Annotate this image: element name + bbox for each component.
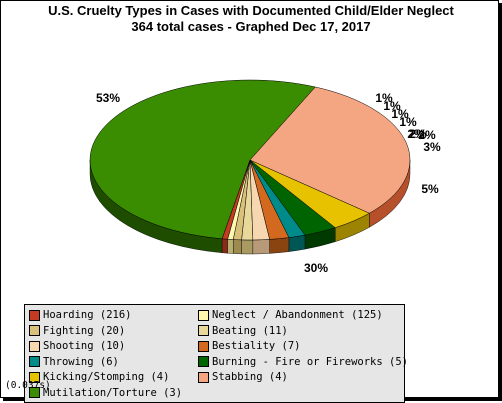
pie-tops xyxy=(89,79,411,241)
pie-side-3 xyxy=(233,239,242,255)
legend-swatch xyxy=(198,325,209,336)
pie-side-7 xyxy=(288,234,306,252)
legend-label: Bestiality (7) xyxy=(212,340,301,352)
pct-label-5: 2% xyxy=(407,127,425,141)
legend-item: Stabbing (4) xyxy=(198,370,288,384)
pie-side-1 xyxy=(221,238,228,254)
legend: Hoarding (216) Neglect / Abandonment (125… xyxy=(24,304,408,403)
pct-label-10: 30% xyxy=(304,261,328,275)
pct-label-8: 3% xyxy=(423,140,441,154)
legend-swatch xyxy=(29,387,40,398)
render-time-note: (0.037s) xyxy=(5,380,51,391)
legend-swatch xyxy=(29,340,40,352)
legend-label: Hoarding (216) xyxy=(43,309,132,321)
legend-label: Stabbing (4) xyxy=(212,371,288,383)
chart-title: U.S. Cruelty Types in Cases with Documen… xyxy=(48,3,454,18)
legend-item: Fighting (20) xyxy=(29,324,125,338)
legend-label: Shooting (10) xyxy=(43,340,126,352)
pie-slice-0 xyxy=(89,79,316,240)
legend-label: Neglect / Abandonment (125) xyxy=(212,309,383,321)
legend-swatch xyxy=(198,371,209,383)
legend-swatch xyxy=(198,309,209,321)
pie-side-6 xyxy=(269,237,290,254)
legend-item: Burning - Fire or Fireworks (5) xyxy=(198,355,408,369)
legend-label: Fighting (20) xyxy=(43,324,126,337)
pie-slice-10 xyxy=(249,86,411,214)
legend-swatch xyxy=(29,309,40,321)
legend-label: Mutilation/Torture (3) xyxy=(43,386,183,399)
legend-label: Beating (11) xyxy=(212,324,288,337)
pie-side-2 xyxy=(227,239,234,254)
chart-subtitle: 364 total cases - Graphed Dec 17, 2017 xyxy=(131,19,371,34)
legend-label: Kicking/Stomping (4) xyxy=(43,371,170,383)
legend-swatch xyxy=(29,371,40,383)
legend-item: Bestiality (7) xyxy=(198,339,301,353)
legend-swatch xyxy=(29,356,40,367)
legend-swatch xyxy=(198,340,209,352)
pct-label-2: 1% xyxy=(383,99,401,113)
legend-label: Throwing (6) xyxy=(43,355,119,368)
legend-item: Hoarding (216) xyxy=(29,308,132,322)
pie-side-5 xyxy=(252,239,270,255)
legend-item: Beating (11) xyxy=(198,324,288,338)
pct-label-7: 2% xyxy=(418,128,436,142)
legend-item: Throwing (6) xyxy=(29,355,119,369)
pct-label-1: 1% xyxy=(375,91,393,105)
legend-label: Burning - Fire or Fireworks (5) xyxy=(212,355,408,368)
legend-item: Shooting (10) xyxy=(29,339,125,353)
pct-label-6: 2% xyxy=(409,127,427,141)
pct-label-4: 1% xyxy=(399,115,417,129)
pie-sides xyxy=(89,159,411,255)
pct-label-3: 1% xyxy=(391,107,409,121)
legend-item: Mutilation/Torture (3) xyxy=(29,386,182,400)
legend-item: Kicking/Stomping (4) xyxy=(29,370,169,384)
legend-swatch xyxy=(198,356,209,367)
pct-label-0: 53% xyxy=(96,91,120,105)
legend-item: Neglect / Abandonment (125) xyxy=(198,308,383,322)
legend-swatch xyxy=(29,325,40,336)
pie-side-4 xyxy=(241,239,254,255)
pct-label-9: 5% xyxy=(421,182,439,196)
